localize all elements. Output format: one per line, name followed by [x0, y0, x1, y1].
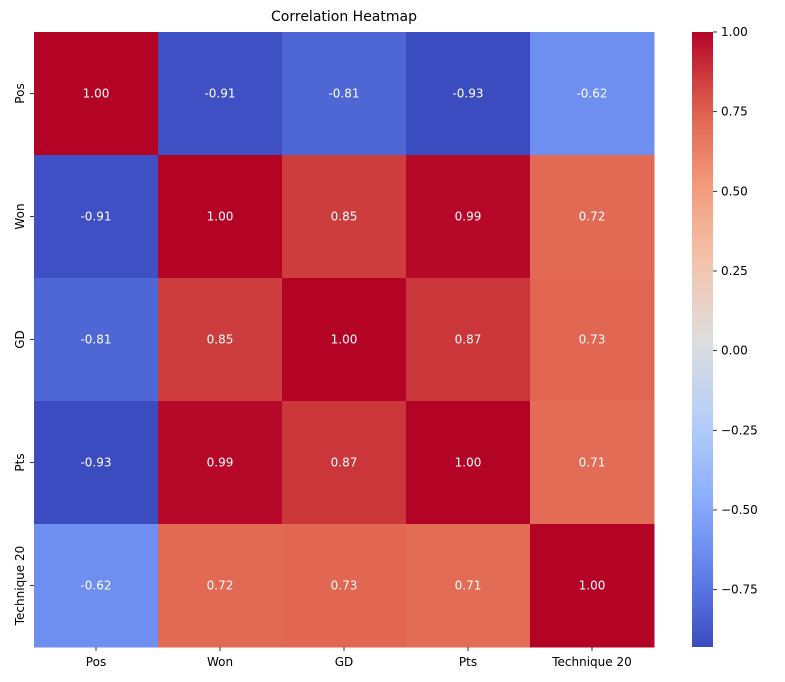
- heatmap-cell: [158, 155, 283, 279]
- colorbar-tick-label: 0.50: [721, 184, 748, 198]
- heatmap-cell: [282, 524, 407, 648]
- y-tick-label: Pts: [13, 453, 27, 471]
- cell-annotation: 0.87: [455, 333, 482, 347]
- heatmap-cell: [530, 155, 655, 279]
- heatmap-cell: [406, 278, 531, 402]
- heatmap-cell: [282, 401, 407, 525]
- y-tick-label: Won: [13, 203, 27, 229]
- heatmap-cell: [530, 278, 655, 402]
- heatmap-cell: [530, 401, 655, 525]
- heatmap-cell: [34, 524, 159, 648]
- heatmap-cell: [158, 524, 283, 648]
- x-tick-label: Pos: [86, 655, 106, 669]
- cell-annotation: 0.85: [207, 333, 234, 347]
- colorbar-tick-label: 0.75: [721, 105, 748, 119]
- x-axis-ticks: Pos Won GD Pts Technique 20: [86, 647, 632, 669]
- heatmap-cell: [34, 155, 159, 279]
- cell-annotation: 0.99: [455, 210, 482, 224]
- cell-annotation: 0.73: [331, 579, 358, 593]
- heatmap-cell: [34, 32, 159, 156]
- heatmap-cell: [158, 401, 283, 525]
- cell-annotation: -0.93: [452, 87, 483, 101]
- colorbar-tick-label: 1.00: [721, 25, 748, 39]
- cell-annotation: -0.62: [576, 87, 607, 101]
- colorbar-tick-label: −0.25: [721, 423, 758, 437]
- heatmap-cell: [406, 155, 531, 279]
- heatmap-cell: [406, 524, 531, 648]
- cell-annotation: 1.00: [455, 456, 482, 470]
- colorbar: 1.00 0.75 0.50 0.25 0.00 −0.25 −0.50 −0.75: [692, 25, 758, 647]
- heatmap-cells: 1.00 -0.91 -0.81 -0.93 -0.62 -0.91 1.00 0.85 0.9…: [34, 32, 655, 648]
- cell-annotation: 0.87: [331, 456, 358, 470]
- cell-annotation: -0.91: [80, 210, 111, 224]
- heatmap-cell: [282, 155, 407, 279]
- cell-annotation: 1.00: [331, 333, 358, 347]
- cell-annotation: -0.81: [80, 333, 111, 347]
- heatmap-cell: [158, 32, 283, 156]
- cell-annotation: 0.71: [579, 456, 606, 470]
- cell-annotation: 0.71: [455, 579, 482, 593]
- heatmap-cell: [34, 401, 159, 525]
- heatmap-cell: [282, 278, 407, 402]
- cell-annotation: -0.62: [80, 579, 111, 593]
- y-axis-ticks: Pos Won GD Pts Technique 20: [13, 83, 34, 626]
- y-tick-label: Technique 20: [13, 546, 27, 627]
- heatmap-cell: [34, 278, 159, 402]
- x-tick-label: Pts: [459, 655, 477, 669]
- heatmap-cell: [158, 278, 283, 402]
- colorbar-tick-label: 0.25: [721, 264, 748, 278]
- heatmap-cell: [406, 32, 531, 156]
- cell-annotation: 0.72: [579, 210, 606, 224]
- chart-title: Correlation Heatmap: [271, 9, 417, 25]
- heatmap-cell: [530, 32, 655, 156]
- heatmap-cell: [282, 32, 407, 156]
- x-tick-label: Won: [207, 655, 233, 669]
- cell-annotation: 1.00: [579, 579, 606, 593]
- heatmap-cell: [530, 524, 655, 648]
- x-tick-label: Technique 20: [551, 655, 632, 669]
- cell-annotation: -0.91: [204, 87, 235, 101]
- cell-annotation: 0.72: [207, 579, 234, 593]
- y-tick-label: GD: [13, 330, 27, 349]
- colorbar-tick-label: 0.00: [721, 344, 748, 358]
- cell-annotation: 0.99: [207, 456, 234, 470]
- cell-annotation: -0.81: [328, 87, 359, 101]
- heatmap-cell: [406, 401, 531, 525]
- y-tick-label: Pos: [13, 83, 27, 103]
- cell-annotation: 1.00: [83, 87, 110, 101]
- colorbar-tick-label: −0.75: [721, 583, 758, 597]
- colorbar-gradient: [692, 32, 713, 647]
- cell-annotation: 1.00: [207, 210, 234, 224]
- cell-annotation: 0.73: [579, 333, 606, 347]
- cell-annotation: 0.85: [331, 210, 358, 224]
- x-tick-label: GD: [335, 655, 354, 669]
- cell-annotation: -0.93: [80, 456, 111, 470]
- colorbar-tick-label: −0.50: [721, 503, 758, 517]
